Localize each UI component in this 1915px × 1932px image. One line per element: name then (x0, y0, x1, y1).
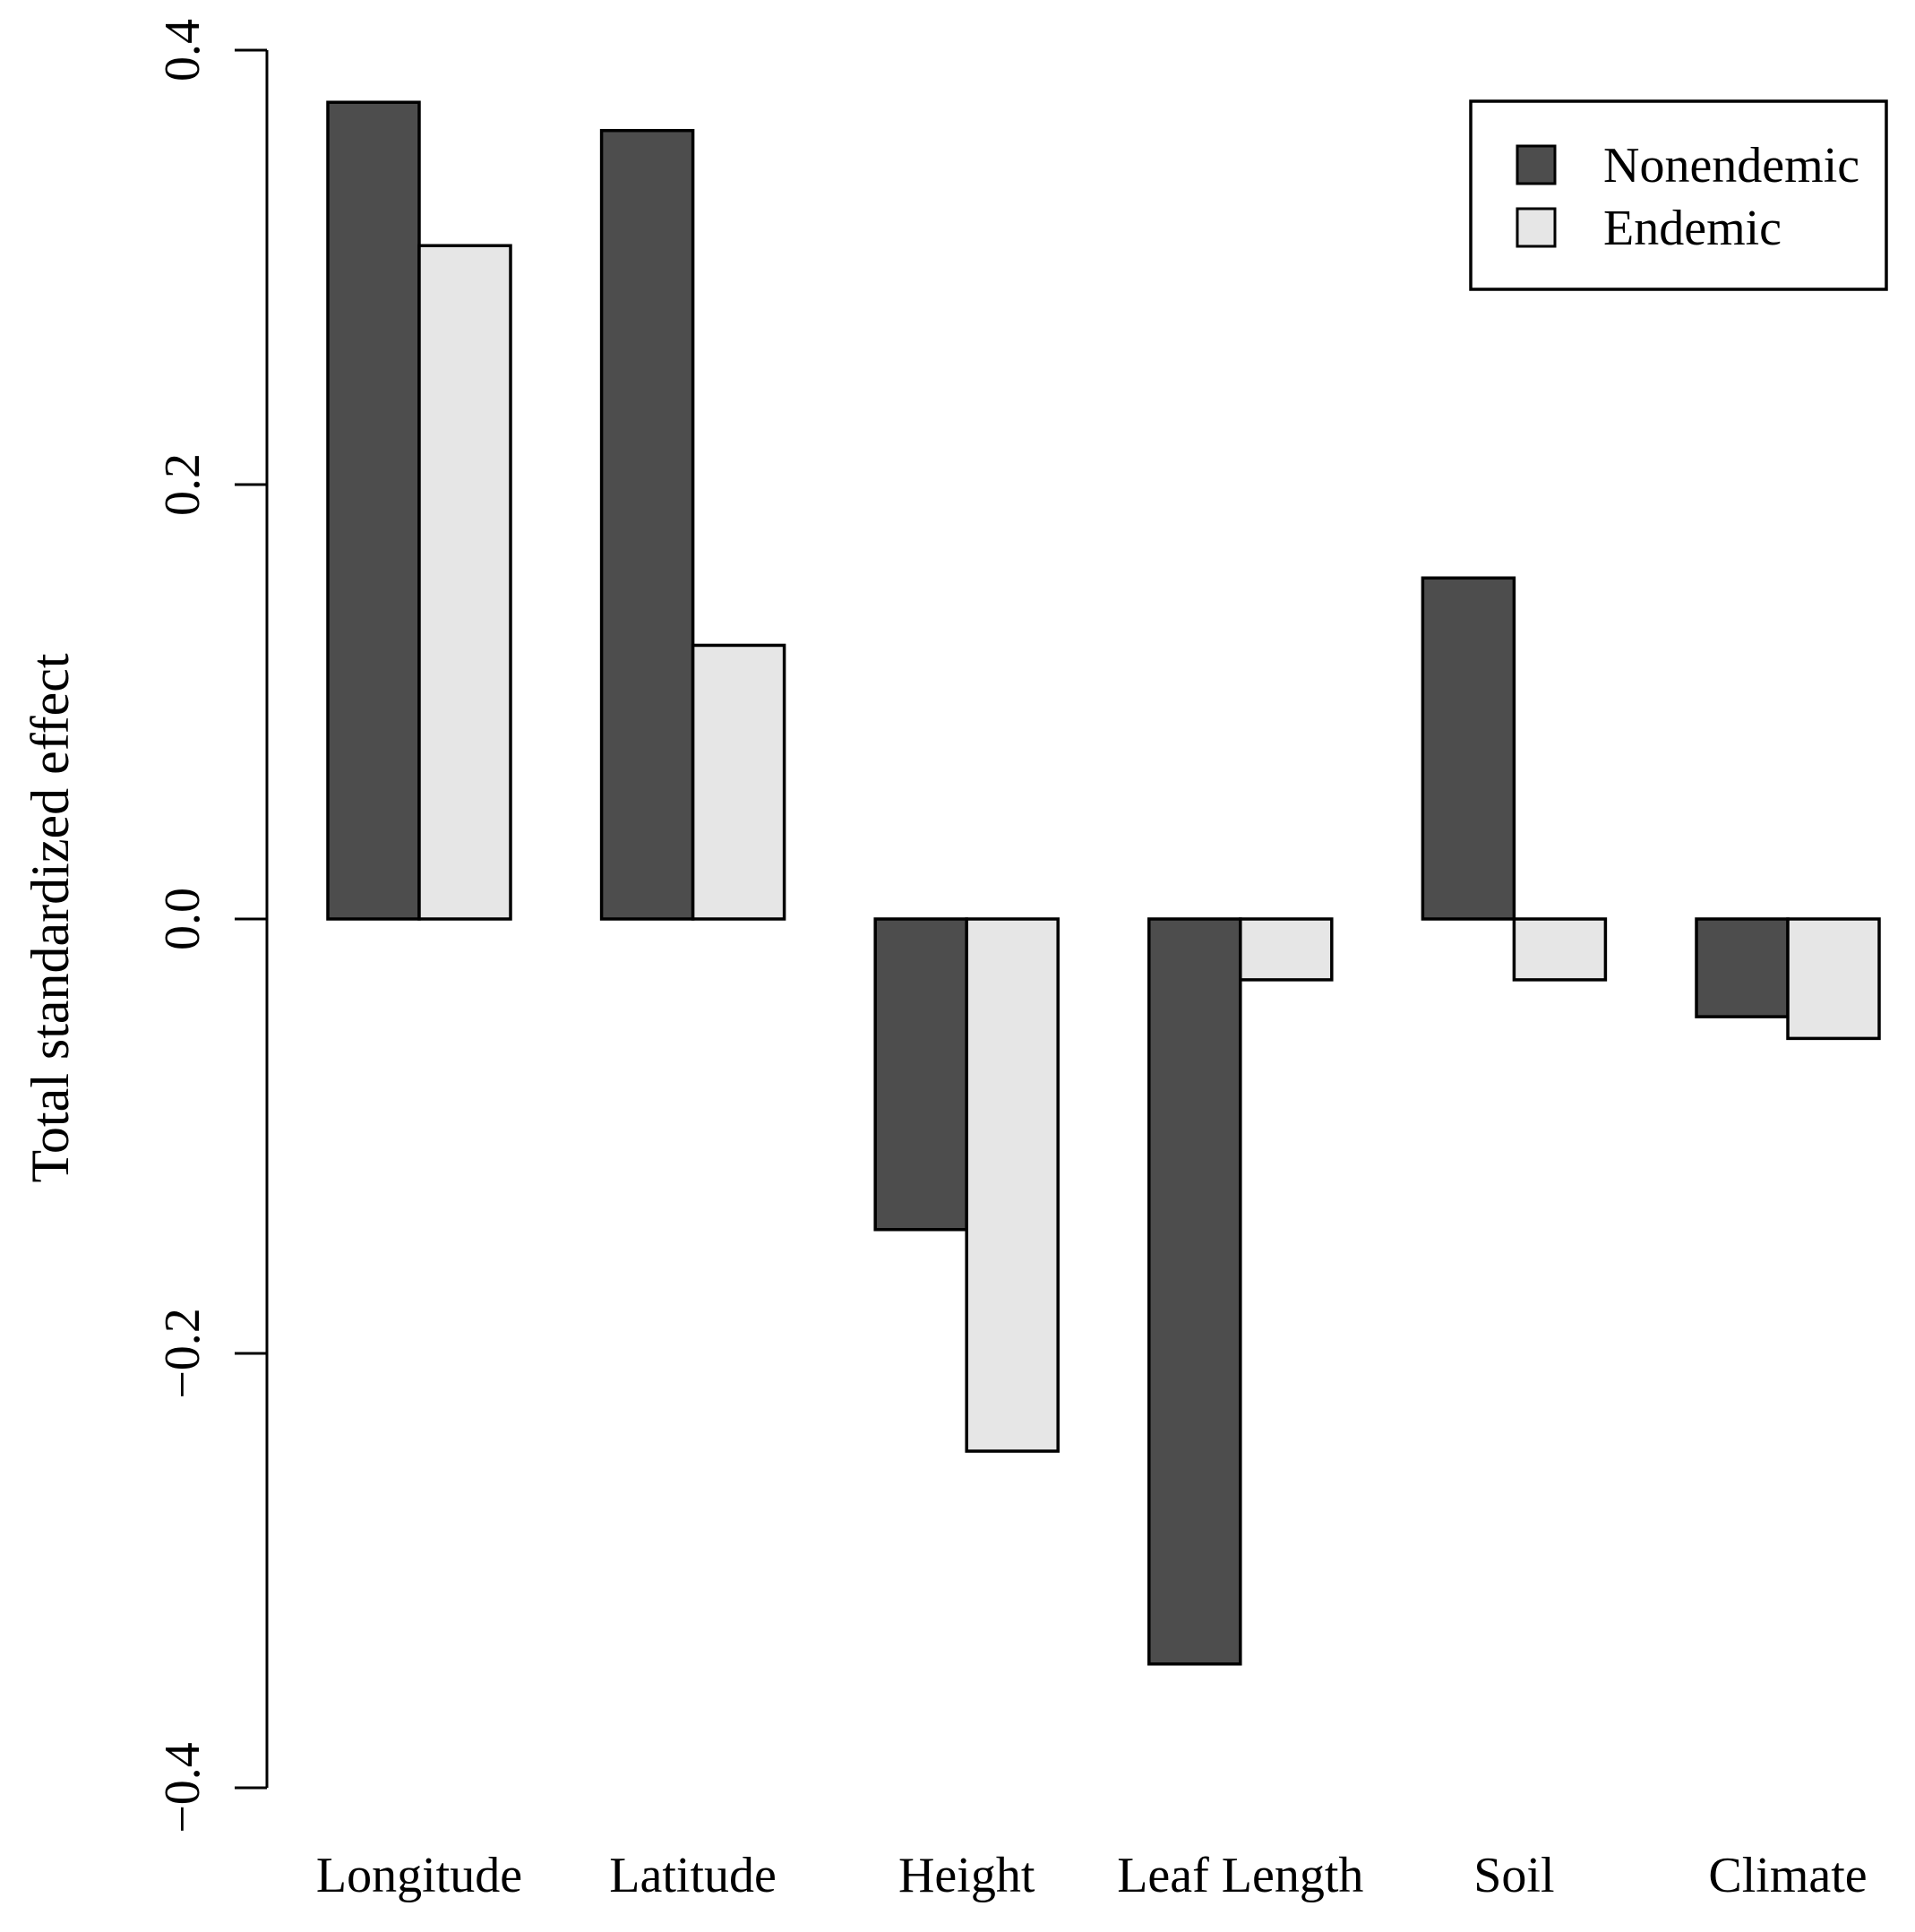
x-category-label: Latitude (609, 1848, 777, 1903)
x-category-label: Climate (1708, 1848, 1867, 1903)
bar-longitude-nonendemic (326, 100, 421, 921)
bar-soil-endemic (1512, 917, 1608, 982)
bar-longitude-endemic (417, 244, 512, 921)
x-category-label: Soil (1473, 1848, 1554, 1903)
bar-leaf-length-endemic (1239, 917, 1334, 982)
bars (326, 100, 1881, 1666)
y-axis-label: Total standardized effect (21, 653, 80, 1182)
legend-swatch-endemic (1516, 207, 1557, 248)
bar-climate-nonendemic (1695, 917, 1790, 1018)
bar-latitude-nonendemic (599, 128, 695, 921)
x-category-label: Longitude (316, 1848, 522, 1903)
y-tick-label: 0.4 (155, 19, 210, 82)
x-axis-labels: Longitude Latitude Height Leaf Length Soil Cl… (316, 1848, 1868, 1903)
y-tick-label: 0.2 (155, 453, 210, 516)
legend-label-endemic: Endemic (1603, 201, 1782, 256)
x-category-label: Leaf Length (1117, 1848, 1363, 1903)
x-category-label: Height (898, 1848, 1035, 1903)
bar-soil-nonendemic (1421, 576, 1516, 921)
y-axis: −0.4 −0.2 0.0 0.2 0.4 (155, 19, 269, 1833)
legend: Nonendemic Endemic (1469, 99, 1888, 291)
bar-height-nonendemic (873, 917, 968, 1232)
legend-swatch-nonendemic (1516, 144, 1557, 185)
bar-climate-endemic (1786, 917, 1881, 1041)
bar-leaf-length-nonendemic (1147, 917, 1242, 1666)
bar-height-endemic (965, 917, 1060, 1453)
y-tick-label: 0.0 (155, 888, 210, 950)
y-tick-label: −0.4 (155, 1742, 210, 1833)
legend-label-nonendemic: Nonendemic (1603, 138, 1859, 193)
legend-box (1469, 99, 1888, 291)
bar-latitude-endemic (691, 643, 786, 921)
y-tick-label: −0.2 (155, 1308, 210, 1399)
